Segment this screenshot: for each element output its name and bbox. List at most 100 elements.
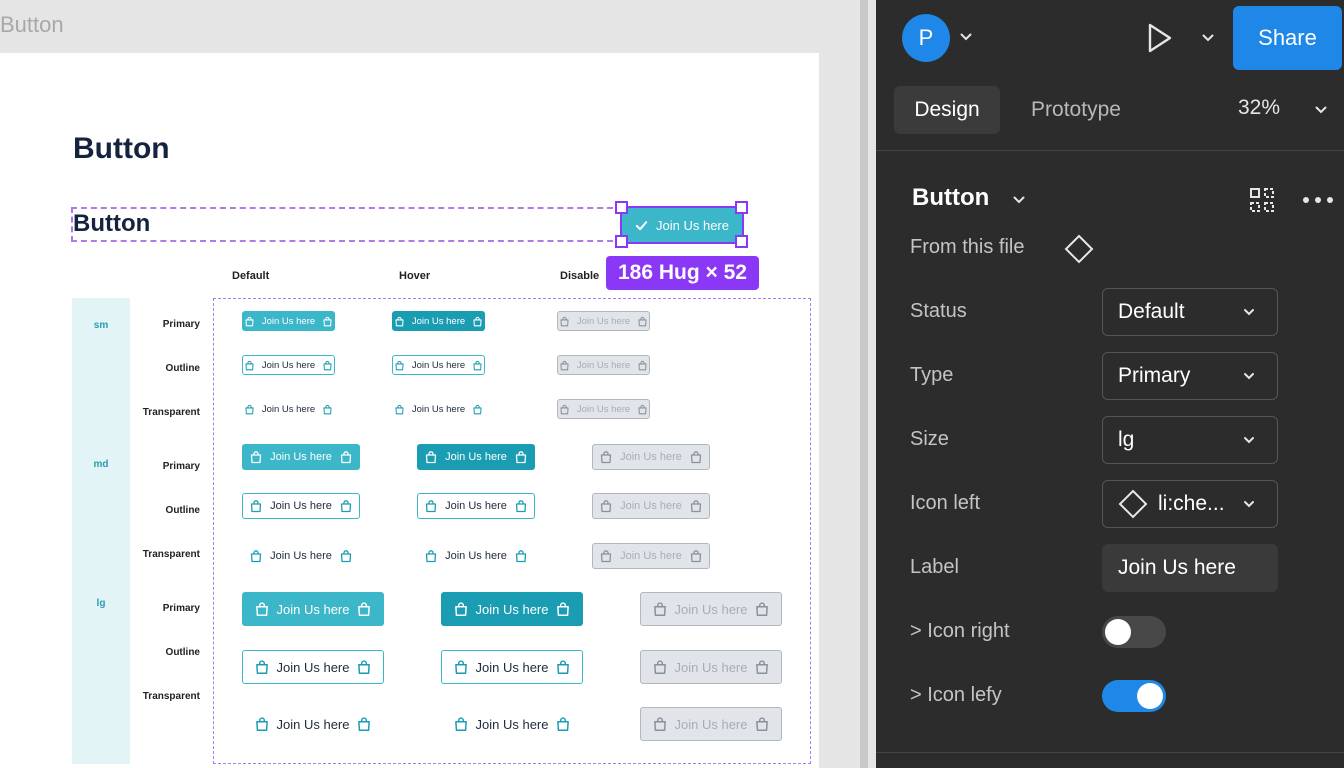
shopping-bag-icon [323, 360, 332, 370]
variant-button-sm-outline-disable[interactable]: Join Us here [557, 355, 650, 375]
type-select[interactable]: Primary [1102, 352, 1278, 400]
icon-left-select[interactable]: li:che... [1102, 480, 1278, 528]
variant-button-label: Join Us here [276, 659, 350, 675]
size-badge: 186 Hug × 52 [606, 256, 759, 290]
page-title[interactable]: Button [73, 132, 170, 165]
size-strip: sm md lg [72, 298, 130, 764]
frame-label[interactable]: Button [0, 12, 64, 37]
resize-handle-bottom-left[interactable] [615, 235, 628, 248]
shopping-bag-icon [395, 316, 404, 326]
shopping-bag-icon [473, 316, 482, 326]
component-title[interactable]: Button [73, 210, 151, 237]
play-icon[interactable] [1146, 22, 1174, 54]
icon-right-toggle[interactable] [1102, 616, 1166, 648]
variant-button-lg-outline-default[interactable]: Join Us here [242, 650, 384, 684]
avatar[interactable]: P [902, 14, 950, 62]
status-select[interactable]: Default [1102, 288, 1278, 336]
chevron-down-icon[interactable] [960, 32, 972, 42]
button-frame[interactable] [0, 53, 819, 768]
variant-button-lg-transparent-hover[interactable]: Join Us here [441, 707, 583, 741]
type-value: Primary [1118, 364, 1191, 387]
shopping-bag-icon [515, 451, 527, 464]
label-input[interactable] [1102, 544, 1278, 592]
variant-button-sm-primary-hover[interactable]: Join Us here [392, 311, 485, 331]
shopping-bag-icon [250, 451, 262, 464]
variant-button-md-primary-default[interactable]: Join Us here [242, 444, 360, 470]
size-select[interactable]: lg [1102, 416, 1278, 464]
selected-button-instance[interactable]: Join Us here [620, 206, 744, 244]
variant-button-sm-transparent-hover[interactable]: Join Us here [392, 399, 485, 419]
component-name[interactable]: Button [912, 184, 990, 211]
variant-button-label: Join Us here [620, 550, 682, 562]
tab-prototype[interactable]: Prototype [1031, 98, 1121, 121]
variant-button-md-transparent-default[interactable]: Join Us here [242, 543, 360, 569]
variant-button-label: Join Us here [270, 451, 332, 463]
variant-button-md-outline-hover[interactable]: Join Us here [417, 493, 535, 519]
icon-lefy-toggle[interactable] [1102, 680, 1166, 712]
variant-button-lg-primary-hover[interactable]: Join Us here [441, 592, 583, 626]
variant-button-md-primary-disable[interactable]: Join Us here [592, 444, 710, 470]
canvas[interactable]: Button Button Button Join Us here 186 Hu… [0, 0, 876, 768]
variant-button-label: Join Us here [475, 601, 549, 617]
shopping-bag-icon [425, 500, 437, 513]
zoom-level[interactable]: 32% [1238, 96, 1281, 119]
variant-button-label: Join Us here [261, 315, 316, 327]
variant-button-sm-primary-disable[interactable]: Join Us here [557, 311, 650, 331]
shopping-bag-icon [358, 602, 371, 617]
shopping-bag-icon [690, 550, 702, 563]
shopping-bag-icon [756, 717, 769, 732]
component-diamond-icon [1118, 489, 1148, 519]
shopping-bag-icon [557, 602, 570, 617]
tab-design[interactable]: Design [894, 86, 1000, 134]
shopping-bag-icon [557, 660, 570, 675]
resize-handle-top-left[interactable] [615, 201, 628, 214]
shopping-bag-icon [340, 500, 352, 513]
variant-button-md-outline-disable[interactable]: Join Us here [592, 493, 710, 519]
shopping-bag-icon [245, 404, 254, 414]
variant-button-md-transparent-hover[interactable]: Join Us here [417, 543, 535, 569]
variant-button-sm-transparent-default[interactable]: Join Us here [242, 399, 335, 419]
more-options-icon[interactable] [1301, 196, 1335, 204]
select-matching-layers-icon[interactable] [1249, 187, 1275, 213]
shopping-bag-icon [425, 550, 437, 563]
shopping-bag-icon [560, 360, 569, 370]
row-label-lg-primary: Primary [162, 603, 200, 614]
row-label-sm-primary: Primary [162, 319, 200, 330]
variant-button-sm-outline-default[interactable]: Join Us here [242, 355, 335, 375]
variant-button-sm-outline-hover[interactable]: Join Us here [392, 355, 485, 375]
variant-button-lg-transparent-disable[interactable]: Join Us here [640, 707, 782, 741]
shopping-bag-icon [340, 550, 352, 563]
variant-button-lg-transparent-default[interactable]: Join Us here [242, 707, 384, 741]
variant-button-label: Join Us here [445, 550, 507, 562]
shopping-bag-icon [638, 360, 647, 370]
share-button[interactable]: Share [1233, 6, 1342, 70]
variants-container[interactable] [213, 298, 811, 764]
component-diamond-icon[interactable] [1064, 234, 1094, 264]
chevron-down-icon[interactable] [1013, 195, 1025, 205]
variant-button-lg-outline-disable[interactable]: Join Us here [640, 650, 782, 684]
variant-button-lg-primary-default[interactable]: Join Us here [242, 592, 384, 626]
variant-button-sm-transparent-disable[interactable]: Join Us here [557, 399, 650, 419]
resize-handle-top-right[interactable] [735, 201, 748, 214]
chevron-down-icon[interactable] [1315, 105, 1327, 115]
row-label-md-primary: Primary [162, 461, 200, 472]
column-header-disable: Disable [560, 270, 600, 282]
variant-button-label: Join Us here [445, 500, 507, 512]
variant-button-md-transparent-disable[interactable]: Join Us here [592, 543, 710, 569]
variant-button-lg-outline-hover[interactable]: Join Us here [441, 650, 583, 684]
shopping-bag-icon [600, 550, 612, 563]
chevron-down-icon[interactable] [1202, 33, 1214, 43]
size-label-md: md [93, 459, 109, 470]
panel-splitter[interactable] [860, 0, 868, 768]
variant-button-label: Join Us here [411, 359, 466, 371]
status-value: Default [1118, 300, 1185, 323]
variant-button-label: Join Us here [674, 601, 748, 617]
resize-handle-bottom-right[interactable] [735, 235, 748, 248]
variant-button-lg-primary-disable[interactable]: Join Us here [640, 592, 782, 626]
variant-button-md-primary-hover[interactable]: Join Us here [417, 444, 535, 470]
chevron-down-icon [1244, 373, 1254, 380]
variant-button-label: Join Us here [620, 500, 682, 512]
variant-button-label: Join Us here [620, 451, 682, 463]
variant-button-sm-primary-default[interactable]: Join Us here [242, 311, 335, 331]
variant-button-md-outline-default[interactable]: Join Us here [242, 493, 360, 519]
